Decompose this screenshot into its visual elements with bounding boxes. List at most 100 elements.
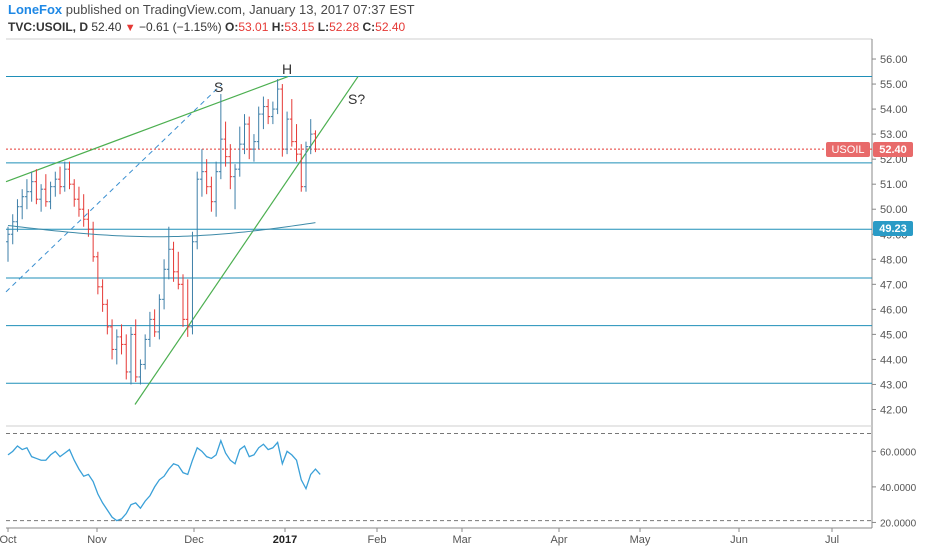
candle: [242, 114, 247, 155]
price-axis-tick-label: 50.00: [880, 204, 908, 216]
price-axis-tick-label: 54.00: [880, 104, 908, 116]
candle: [29, 171, 34, 202]
symbol-label: TVC:USOIL, D: [8, 20, 88, 34]
candle: [275, 79, 280, 115]
price-value: 52.40: [91, 20, 122, 34]
price-axis-tick-label: 44.00: [880, 354, 908, 366]
low-label: L:: [317, 20, 330, 34]
price-axis-tick-label: 53.00: [880, 129, 908, 141]
candle: [289, 99, 294, 147]
time-axis-tick-label: Apr: [550, 534, 567, 546]
candle: [100, 279, 105, 312]
time-axis-tick-label: Mar: [453, 534, 472, 546]
candle: [204, 159, 209, 195]
annotation-right-shoulder: S?: [348, 91, 365, 107]
dashed-projection-line: [5, 83, 223, 293]
candle: [181, 274, 186, 327]
time-axis-tick-label: Feb: [368, 534, 387, 546]
candle: [256, 106, 261, 150]
time-axis-tick-label: Jul: [825, 534, 839, 546]
price-axis-tick-label: 56.00: [880, 54, 908, 66]
price-axis-tick-label: 46.00: [880, 304, 908, 316]
low-value: 52.28: [329, 20, 360, 34]
price-axis-tick-label: 52.00: [880, 154, 908, 166]
candle: [110, 319, 115, 360]
candle: [218, 94, 223, 180]
candle: [299, 144, 304, 192]
time-axis-ticks: Oct Nov Dec 2017 Feb Mar Apr May Jun Jul: [0, 528, 839, 546]
moving-average: [7, 222, 316, 238]
open-value: 53.01: [238, 20, 269, 34]
candle: [20, 189, 25, 220]
candle: [95, 251, 100, 295]
candle: [237, 126, 242, 177]
ma-badge-bg: [873, 221, 913, 236]
moving-average-line: [7, 222, 316, 238]
open-label: O:: [225, 20, 239, 34]
candle: [62, 161, 67, 192]
candle: [176, 251, 181, 290]
candle: [233, 164, 238, 210]
candle: [285, 111, 290, 155]
high-label: H:: [271, 20, 285, 34]
time-axis-tick-label: May: [630, 534, 651, 546]
candle: [39, 184, 44, 212]
candle: [162, 259, 167, 310]
publication-line: LoneFox published on TradingView.com, Ja…: [8, 2, 415, 20]
ohlc-legend: TVC:USOIL, D 52.40 ▼ −0.61 (−1.15%) O:53…: [8, 20, 405, 38]
chart-frame: [6, 38, 873, 529]
candle: [143, 334, 148, 370]
oscillator-line: [7, 438, 321, 522]
symbol-badge-bg: [826, 142, 870, 157]
candle: [53, 171, 58, 197]
symbol-price-badge: USOIL 52.40: [826, 142, 913, 157]
price-axis-tick-label: 55.00: [880, 79, 908, 91]
oscillator-axis-tick-label: 60.0000: [880, 447, 917, 458]
close-value: 52.40: [375, 20, 406, 34]
candle: [228, 144, 233, 190]
annotation-head: H: [282, 61, 292, 77]
candle: [261, 96, 266, 130]
ma-badge-value: 49.23: [879, 223, 907, 235]
author-name[interactable]: LoneFox: [8, 2, 63, 17]
candles: [6, 79, 318, 385]
candle: [133, 319, 138, 382]
candle: [43, 174, 48, 207]
candle: [209, 176, 214, 212]
ma-value-badge: 49.23: [873, 221, 913, 236]
candle: [303, 141, 308, 192]
candle: [199, 149, 204, 197]
candle: [119, 324, 124, 355]
price-axis-tick-label: 45.00: [880, 329, 908, 341]
candle: [124, 334, 129, 380]
candle: [195, 171, 200, 250]
candle: [152, 309, 157, 337]
candle: [166, 226, 171, 280]
time-axis-tick-label: Dec: [184, 534, 204, 546]
price-axis-tick-label: 43.00: [880, 379, 908, 391]
candle: [247, 116, 252, 160]
candle: [10, 214, 15, 245]
last-price-badge-bg: [873, 142, 913, 157]
candle: [34, 169, 39, 205]
price-axis-ticks: 42.0043.0044.0045.0046.0047.0048.0049.00…: [872, 54, 908, 416]
last-price-badge: 52.40: [879, 144, 907, 156]
candle: [171, 241, 176, 282]
oscillator-axis-ticks: 60.0000 40.0000 20.0000: [872, 447, 917, 529]
candle: [185, 279, 190, 337]
annotation-left-shoulder: S: [214, 79, 223, 95]
candle: [147, 311, 152, 347]
candle: [313, 130, 318, 153]
time-axis-tick-label: Nov: [87, 534, 107, 546]
candle: [67, 161, 72, 190]
time-axis-tick-label: 2017: [273, 534, 297, 546]
published-text: published on TradingView.com, January 13…: [62, 2, 415, 17]
candle: [86, 209, 91, 237]
price-axis-tick-label: 48.00: [880, 254, 908, 266]
oscillator-axis-tick-label: 20.0000: [880, 518, 917, 529]
price-axis-tick-label: 51.00: [880, 179, 908, 191]
change-value: −0.61 (−1.15%): [138, 20, 222, 34]
trendlines: [5, 75, 359, 405]
